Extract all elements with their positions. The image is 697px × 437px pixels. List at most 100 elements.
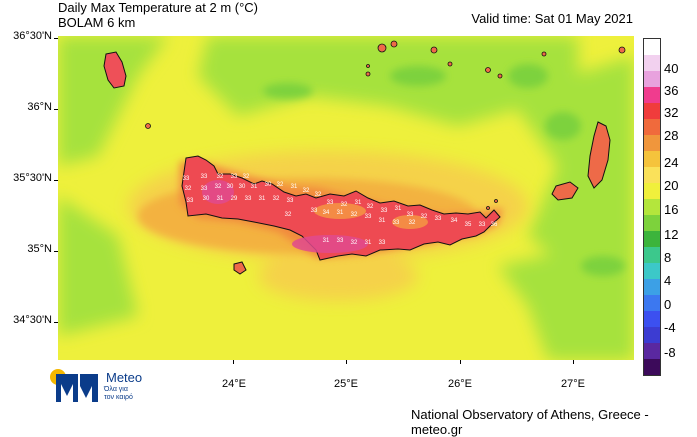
lat-tick bbox=[54, 251, 58, 252]
lat-label-36-30: 36°30'N bbox=[13, 30, 52, 42]
kythira-island bbox=[103, 51, 127, 89]
temperature-value-label: 32 bbox=[341, 202, 348, 208]
gavdos-island bbox=[233, 261, 247, 275]
footer-credit: National Observatory of Athens, Greece -… bbox=[411, 407, 649, 437]
lon-label-26: 26°E bbox=[448, 378, 472, 390]
legend-label: 16 bbox=[664, 202, 679, 217]
legend-swatch bbox=[644, 279, 660, 295]
legend-swatch bbox=[644, 87, 660, 103]
legend-swatch bbox=[644, 103, 660, 119]
legend-label: 0 bbox=[664, 297, 672, 312]
legend-swatch bbox=[644, 199, 660, 215]
temperature-value-label: 33 bbox=[479, 222, 486, 228]
logo-tagline: Όλα για τον καιρό bbox=[104, 386, 133, 402]
legend-label: 28 bbox=[664, 128, 679, 143]
temperature-value-label: 31 bbox=[395, 206, 402, 212]
legend-swatch bbox=[644, 215, 660, 231]
meteo-logo-icon bbox=[50, 369, 98, 402]
temperature-value-label: 33 bbox=[201, 174, 208, 180]
legend-label: 40 bbox=[664, 61, 679, 76]
temperature-value-label: 33 bbox=[393, 220, 400, 226]
temperature-value-label: 33 bbox=[327, 200, 334, 206]
temperature-value-label: 32 bbox=[285, 212, 292, 218]
temperature-value-label: 31 bbox=[355, 200, 362, 206]
temperature-value-label: 31 bbox=[365, 240, 372, 246]
temperature-value-label: 32 bbox=[277, 182, 284, 188]
temperature-value-label: 31 bbox=[379, 218, 386, 224]
lon-tick bbox=[460, 360, 461, 364]
logo-tagline-line-1: Όλα για bbox=[104, 386, 128, 393]
temperature-value-label: 32 bbox=[351, 240, 358, 246]
legend-swatch bbox=[644, 135, 660, 151]
temperature-value-label: 35 bbox=[465, 222, 472, 228]
temperature-value-label: 34 bbox=[323, 210, 330, 216]
temperature-value-label: 31 bbox=[251, 184, 258, 190]
temperature-value-label: 30 bbox=[203, 196, 210, 202]
temperature-value-label: 33 bbox=[245, 196, 252, 202]
temperature-value-label: 30 bbox=[239, 184, 246, 190]
temperature-value-label: 33 bbox=[231, 174, 238, 180]
temperature-value-label: 34 bbox=[451, 218, 458, 224]
title-line-1: Daily Max Temperature at 2 m (°C) bbox=[58, 0, 259, 15]
lon-label-24: 24°E bbox=[222, 378, 246, 390]
temperature-value-label: 31 bbox=[337, 210, 344, 216]
temperature-value-label: 33 bbox=[287, 198, 294, 204]
logo-tagline-line-2: τον καιρό bbox=[104, 394, 133, 401]
crete-cool-highlands bbox=[314, 203, 428, 229]
temperature-value-label: 33 bbox=[381, 208, 388, 214]
temperature-value-label: 30 bbox=[227, 184, 234, 190]
temperature-value-label: 32 bbox=[421, 214, 428, 220]
legend-label: 24 bbox=[664, 155, 679, 170]
karpathos-island bbox=[551, 181, 579, 201]
cool-sea-zones bbox=[58, 36, 634, 360]
temperature-value-label: 33 bbox=[407, 212, 414, 218]
legend-label: 12 bbox=[664, 227, 679, 242]
lat-tick bbox=[54, 109, 58, 110]
lat-label-34-30: 34°30'N bbox=[13, 314, 52, 326]
lon-tick bbox=[573, 360, 574, 364]
temperature-value-label: 32 bbox=[185, 186, 192, 192]
legend-swatch bbox=[644, 295, 660, 311]
legend-label: 8 bbox=[664, 250, 672, 265]
temperature-value-label: 33 bbox=[379, 240, 386, 246]
legend-label: -4 bbox=[664, 320, 676, 335]
temperature-value-label: 32 bbox=[409, 220, 416, 226]
temperature-value-label: 29 bbox=[231, 196, 238, 202]
color-legend bbox=[643, 38, 661, 376]
lon-label-25: 25°E bbox=[334, 378, 358, 390]
temperature-value-label: 33 bbox=[183, 176, 190, 182]
rhodes-island bbox=[587, 121, 611, 189]
temperature-value-label: 32 bbox=[217, 174, 224, 180]
lon-tick bbox=[346, 360, 347, 364]
lon-label-27: 27°E bbox=[561, 378, 585, 390]
lat-tick bbox=[54, 180, 58, 181]
lat-label-35: 35°N bbox=[27, 243, 52, 255]
temperature-value-label: 33 bbox=[187, 198, 194, 204]
temperature-value-label: 30 bbox=[265, 182, 272, 188]
legend-label: 4 bbox=[664, 273, 672, 288]
lat-label-36: 36°N bbox=[27, 101, 52, 113]
legend-label: 32 bbox=[664, 105, 679, 120]
legend-swatch bbox=[644, 183, 660, 199]
temperature-value-label: 32 bbox=[273, 196, 280, 202]
temperature-map: 33 33 32 33 32 32 33 32 30 30 31 30 32 31 32 33 30 31 29 33… bbox=[58, 36, 634, 360]
title-line-2: BOLAM 6 km bbox=[58, 15, 136, 30]
temperature-value-label: 32 bbox=[367, 204, 374, 210]
legend-label: 20 bbox=[664, 178, 679, 193]
temperature-value-label: 31 bbox=[323, 238, 330, 244]
crete-hot-core bbox=[202, 180, 368, 253]
legend-swatch bbox=[644, 247, 660, 263]
lat-tick bbox=[54, 322, 58, 323]
temperature-value-label: 31 bbox=[217, 196, 224, 202]
legend-swatch bbox=[644, 167, 660, 183]
legend-swatch bbox=[644, 327, 660, 343]
lon-tick bbox=[233, 360, 234, 364]
temperature-value-label: 32 bbox=[315, 192, 322, 198]
legend-swatch bbox=[644, 151, 660, 167]
valid-time: Valid time: Sat 01 May 2021 bbox=[471, 11, 633, 26]
temperature-value-label: 31 bbox=[259, 196, 266, 202]
lat-tick bbox=[54, 38, 58, 39]
temperature-value-label: 33 bbox=[201, 186, 208, 192]
